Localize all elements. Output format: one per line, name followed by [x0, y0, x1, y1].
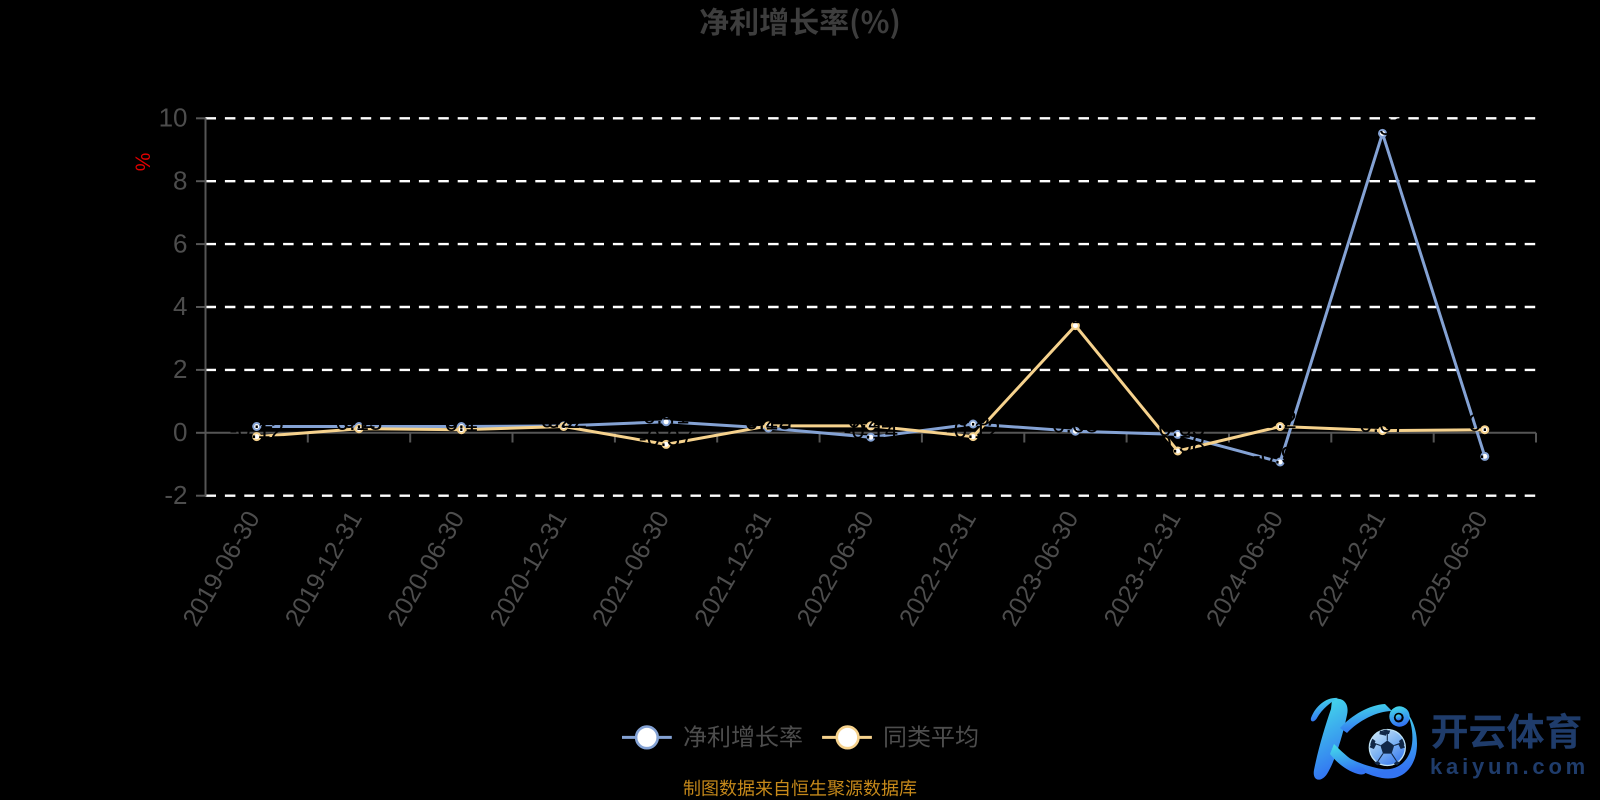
- svg-text:8: 8: [173, 165, 187, 195]
- svg-text:0.2: 0.2: [1263, 407, 1296, 434]
- svg-text:%: %: [131, 153, 154, 172]
- svg-text:-0.93: -0.93: [1253, 443, 1308, 470]
- svg-text:0.2: 0.2: [240, 407, 273, 434]
- svg-text:0.22: 0.22: [847, 406, 894, 433]
- svg-text:kaiyun.com: kaiyun.com: [1430, 754, 1589, 779]
- svg-text:-0.37: -0.37: [639, 425, 694, 452]
- svg-text:0.3: 0.3: [956, 405, 989, 432]
- svg-text:0.41: 0.41: [643, 402, 690, 429]
- svg-text:10: 10: [159, 103, 188, 133]
- svg-text:0.2: 0.2: [342, 407, 375, 434]
- svg-text:6: 6: [173, 228, 187, 258]
- svg-text:-0.14: -0.14: [843, 418, 898, 445]
- svg-text:0.15: 0.15: [745, 409, 792, 436]
- svg-text:3.41: 3.41: [1052, 306, 1099, 333]
- svg-text:0.07: 0.07: [1359, 411, 1406, 438]
- svg-text:0.13: 0.13: [336, 409, 383, 436]
- svg-text:0.2: 0.2: [547, 407, 580, 434]
- svg-text:0.2: 0.2: [445, 407, 478, 434]
- svg-text:-0.58: -0.58: [1150, 432, 1205, 459]
- svg-text:-0.05: -0.05: [1150, 415, 1205, 442]
- svg-text:-2: -2: [164, 480, 187, 510]
- svg-text:0: 0: [173, 417, 187, 447]
- svg-text:2: 2: [173, 354, 187, 384]
- svg-text:0.1: 0.1: [445, 410, 478, 437]
- svg-text:0.22: 0.22: [745, 406, 792, 433]
- svg-text:-0.12: -0.12: [229, 417, 284, 444]
- svg-text:0.05: 0.05: [1052, 412, 1099, 439]
- svg-text:-0.12: -0.12: [946, 417, 1001, 444]
- svg-text:-0.75: -0.75: [1457, 437, 1512, 464]
- svg-text:9.52: 9.52: [1359, 114, 1406, 141]
- svg-text:0.22: 0.22: [540, 406, 587, 433]
- svg-text:0.1: 0.1: [1468, 410, 1501, 437]
- svg-text:4: 4: [173, 291, 187, 321]
